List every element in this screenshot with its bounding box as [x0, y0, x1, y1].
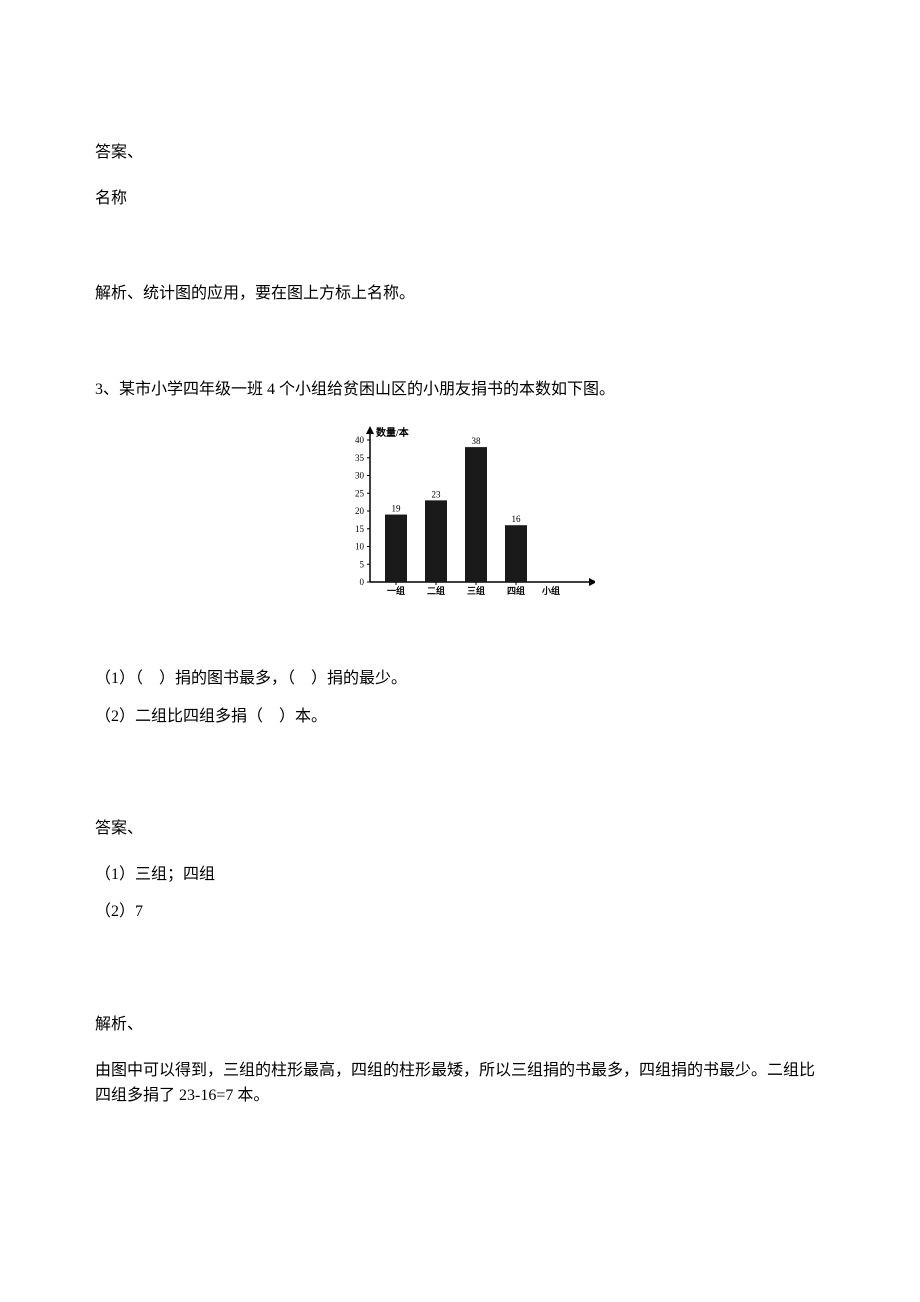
- question-3-answer-label: 答案、: [95, 816, 825, 842]
- bar-chart-container: 数量/本 0 5 10 15 20 25 30 35 40 19 一组 23 二组 38 三组 16 四组 小组: [95, 422, 825, 611]
- svg-text:一组: 一组: [387, 585, 405, 596]
- svg-text:19: 19: [392, 504, 402, 514]
- svg-text:38: 38: [472, 436, 482, 446]
- svg-text:16: 16: [512, 515, 522, 525]
- answer-label: 答案、: [95, 140, 825, 166]
- question-3-stem: 3、某市小学四年级一班 4 个小组给贫困山区的小朋友捐书的本数如下图。: [95, 377, 825, 403]
- svg-text:20: 20: [355, 506, 365, 516]
- question-3-analysis-text: 由图中可以得到，三组的柱形最高，四组的柱形最矮，所以三组捐的书最多，四组捐的书最…: [95, 1058, 825, 1109]
- svg-text:三组: 三组: [467, 585, 485, 596]
- svg-text:23: 23: [432, 490, 442, 500]
- svg-text:5: 5: [360, 560, 365, 570]
- bar-chart-svg: 数量/本 0 5 10 15 20 25 30 35 40 19 一组 23 二组 38 三组 16 四组 小组: [325, 422, 595, 602]
- analysis-text: 解析、统计图的应用，要在图上方标上名称。: [95, 281, 825, 307]
- svg-text:数量/本: 数量/本: [376, 426, 410, 439]
- svg-text:35: 35: [355, 453, 365, 463]
- svg-text:40: 40: [355, 435, 365, 445]
- question-3-analysis-label: 解析、: [95, 1012, 825, 1038]
- question-3-sub1: （1）（ ）捐的图书最多，（ ）捐的最少。: [95, 666, 825, 692]
- svg-text:15: 15: [355, 524, 365, 534]
- question-3-sub2: （2）二组比四组多捐（ ）本。: [95, 704, 825, 730]
- svg-text:30: 30: [355, 471, 365, 481]
- svg-text:10: 10: [355, 542, 365, 552]
- answer-text: 名称: [95, 186, 825, 212]
- svg-text:四组: 四组: [507, 585, 525, 596]
- question-3-answer-1: （1）三组；四组: [95, 862, 825, 888]
- question-3-answer-2: （2）7: [95, 899, 825, 925]
- svg-text:小组: 小组: [541, 585, 560, 596]
- bar-chart: 数量/本 0 5 10 15 20 25 30 35 40 19 一组 23 二组 38 三组 16 四组 小组: [325, 422, 595, 602]
- svg-text:0: 0: [360, 577, 365, 587]
- svg-text:二组: 二组: [427, 585, 445, 596]
- svg-text:25: 25: [355, 489, 365, 499]
